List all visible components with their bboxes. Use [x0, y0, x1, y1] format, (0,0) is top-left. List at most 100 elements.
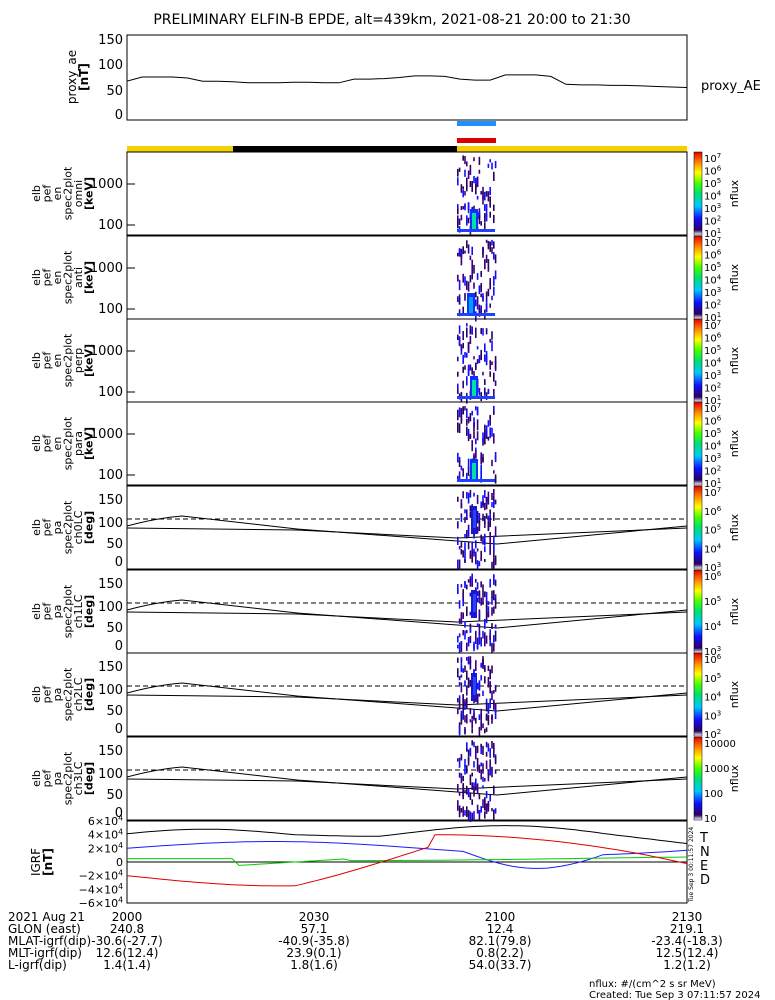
spectrogram-pixel [485, 635, 488, 644]
spectrogram-baseline [457, 229, 495, 232]
spectrogram-pixel [464, 406, 466, 411]
energy-ytick: 100 [98, 468, 123, 483]
spectrogram-pixel [471, 440, 473, 452]
spectrogram-pixel [457, 409, 459, 421]
energy-panel-frame [126, 235, 688, 320]
spectrogram-pixel [494, 526, 497, 538]
spectrogram-pixel [466, 530, 468, 539]
spectrogram-pixel [487, 240, 490, 246]
spectrogram-pixel [462, 491, 464, 499]
spectrogram-pixel [473, 644, 475, 652]
spectrogram-pixel [485, 805, 488, 814]
spectrogram-pixel [471, 269, 473, 280]
spectrogram-pixel [471, 181, 473, 192]
spectrogram-pixel [466, 352, 468, 358]
spectrogram-pixel [494, 686, 497, 692]
energy-ytick: 100 [98, 302, 123, 317]
colorbar-tick: 102 [704, 728, 721, 741]
igrf-ytick: 6×104 [88, 814, 123, 828]
spectrogram-pixel [462, 785, 464, 794]
spectrogram-pixel [491, 607, 493, 616]
spectrogram-pixel [473, 422, 475, 432]
spectrogram-pixel [469, 325, 472, 335]
spectrogram-pixel [482, 195, 484, 205]
spectrogram-pixel [473, 712, 475, 721]
spectrogram-pixel [482, 723, 484, 729]
spectrogram-pixel [491, 239, 493, 246]
spectrogram-pixel [460, 416, 463, 424]
spectrogram-pixel [493, 410, 495, 415]
colorbar-gradient [693, 736, 703, 821]
spectrogram-pixel [467, 492, 470, 504]
spectrogram-pixel [469, 550, 472, 558]
spectrogram-pixel [493, 809, 495, 820]
spectrogram-pixel [458, 633, 461, 638]
orbit-row-value: 2030 [299, 910, 330, 924]
spectrogram-pixel [458, 812, 461, 818]
spectrogram-pixel [464, 205, 466, 211]
spectrogram-pixel [487, 191, 490, 202]
spectrogram-pixel [464, 665, 466, 672]
spectrogram-pixel [485, 600, 488, 608]
spectrogram-pixel [469, 611, 472, 616]
spectrogram-pixel [489, 278, 491, 286]
spectrogram-pixel [458, 279, 461, 291]
panel-ylabel-line: [deg] [82, 511, 95, 544]
spectrogram-pixel [493, 742, 495, 750]
panel-ylabel-line: elb [30, 686, 43, 703]
panel-ylabel-line: spec2plot [61, 166, 74, 220]
pa-ytick: 0 [115, 806, 123, 821]
spectrogram-pixel [489, 427, 491, 439]
spectrogram-pixel [484, 502, 486, 511]
spectrogram-pixel [457, 475, 459, 481]
spectrogram-pixel [491, 642, 493, 654]
spectrogram-pixel [473, 741, 475, 748]
spectrogram-pixel [469, 774, 472, 785]
spectrogram-pixel [460, 642, 463, 652]
spectrogram-pixel [476, 591, 479, 597]
colorbar-tick: 102 [704, 299, 721, 312]
panel-ylabel-line: [keV] [82, 344, 95, 377]
colorbar-tick: 105 [704, 427, 721, 440]
spectrogram-pixel [467, 637, 470, 647]
spectrogram-pixel [491, 331, 493, 340]
panel-ylabel-line: spec2plot [61, 667, 74, 721]
spectrogram-pixel [482, 500, 484, 508]
spectrogram-pixel [482, 432, 484, 443]
spectrogram-pixel [467, 217, 470, 224]
spectrogram-pixel [469, 335, 472, 344]
panel-ylabel-line: para [72, 431, 85, 456]
sunlight-bar-segment [457, 146, 687, 152]
panel-ylabel-line: elb [30, 603, 43, 620]
colorbar-tick: 104 [704, 274, 722, 287]
spectrogram-pixel [476, 346, 479, 350]
spectrogram-pixel [485, 702, 488, 712]
spectrogram-pixel [467, 202, 470, 214]
spectrogram-pixel [480, 293, 482, 298]
spectrogram-pixel [484, 546, 486, 553]
orbit-row-value: 12.6(12.4) [96, 946, 159, 960]
spectrogram-pixel [480, 581, 482, 588]
panel-ylabel-line: pa [51, 772, 64, 786]
energy-ytick: 1000 [90, 344, 123, 359]
spectrogram-pixel [458, 248, 461, 256]
spectrogram-pixel [480, 353, 482, 361]
spectrogram-pixel [487, 521, 490, 532]
igrf-legend-item: D [700, 873, 710, 888]
spectrogram-pixel [458, 682, 461, 686]
spectrogram-pixel [484, 259, 486, 269]
spectrogram-pixel [494, 709, 497, 720]
spectrogram-pixel [457, 584, 459, 594]
spectrogram-pixel [466, 240, 468, 249]
spectrogram-pixel [466, 697, 468, 703]
spectrogram-pixel [480, 708, 482, 715]
panel-ylabel-line: perp [72, 348, 85, 373]
panel-ylabel-line: elb [30, 269, 43, 286]
spectrogram-pixel [485, 751, 488, 757]
spectrogram-pixel [480, 464, 482, 475]
spectrogram-pixel [475, 630, 477, 640]
